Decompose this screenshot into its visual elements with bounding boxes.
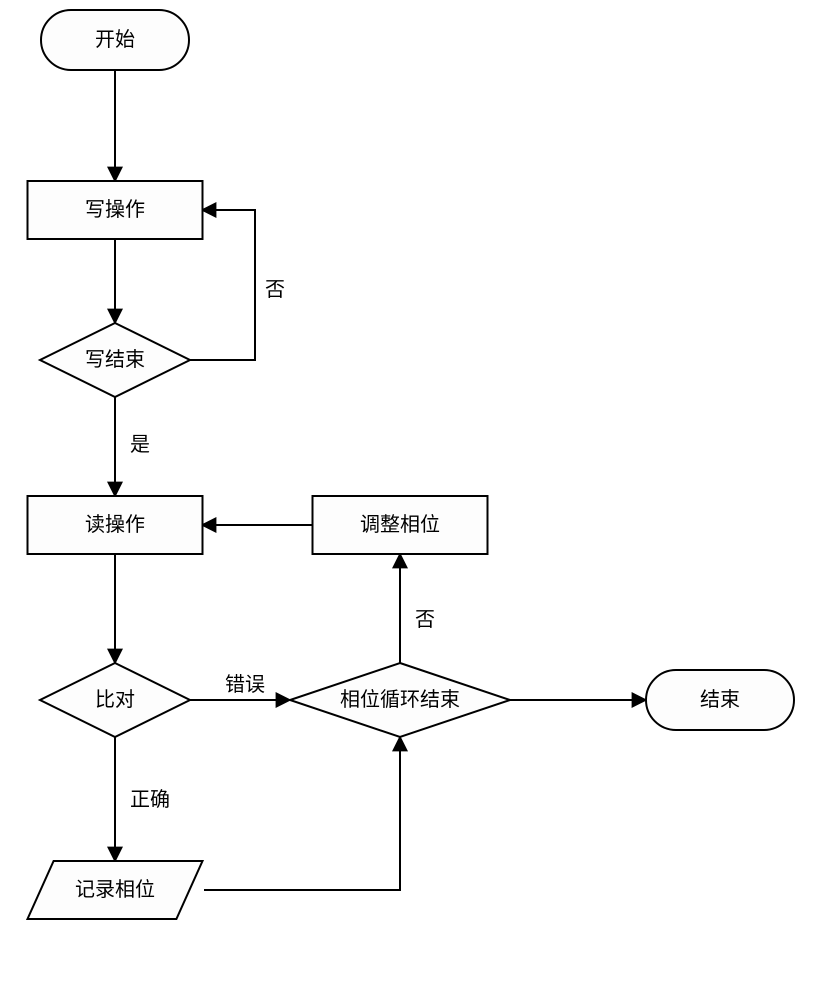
node-label: 写结束 (85, 348, 145, 371)
node-end: 结束 (646, 670, 794, 730)
node-adjust: 调整相位 (313, 496, 488, 554)
node-label: 读操作 (85, 513, 145, 536)
node-phend: 相位循环结束 (290, 663, 510, 737)
edge-label: 否 (415, 609, 435, 631)
node-wend: 写结束 (40, 323, 190, 397)
edge-label: 正确 (130, 788, 170, 811)
edge-label: 否 (265, 279, 285, 301)
node-read: 读操作 (28, 496, 203, 554)
node-label: 调整相位 (360, 513, 440, 536)
edge-label: 错误 (225, 673, 265, 696)
node-start: 开始 (41, 10, 189, 70)
node-label: 比对 (95, 688, 135, 711)
node-label: 相位循环结束 (340, 688, 460, 711)
edge-label: 是 (130, 434, 150, 456)
node-label: 结束 (700, 688, 740, 711)
node-record: 记录相位 (28, 861, 203, 919)
edge-record-phend (204, 737, 400, 890)
node-label: 开始 (95, 28, 135, 51)
node-label: 写操作 (85, 198, 145, 221)
nodes-layer: 开始写操作写结束读操作 调整相位比对 相位循环结束 结束记录相位 (28, 10, 795, 919)
flowchart-svg: 否是错误正确否开始写操作写结束读操作调整相位比对相位循环结束结束记录相位 (0, 0, 838, 1000)
node-cmp: 比对 (40, 663, 190, 737)
node-write: 写操作 (28, 181, 203, 239)
node-label: 记录相位 (75, 878, 155, 901)
